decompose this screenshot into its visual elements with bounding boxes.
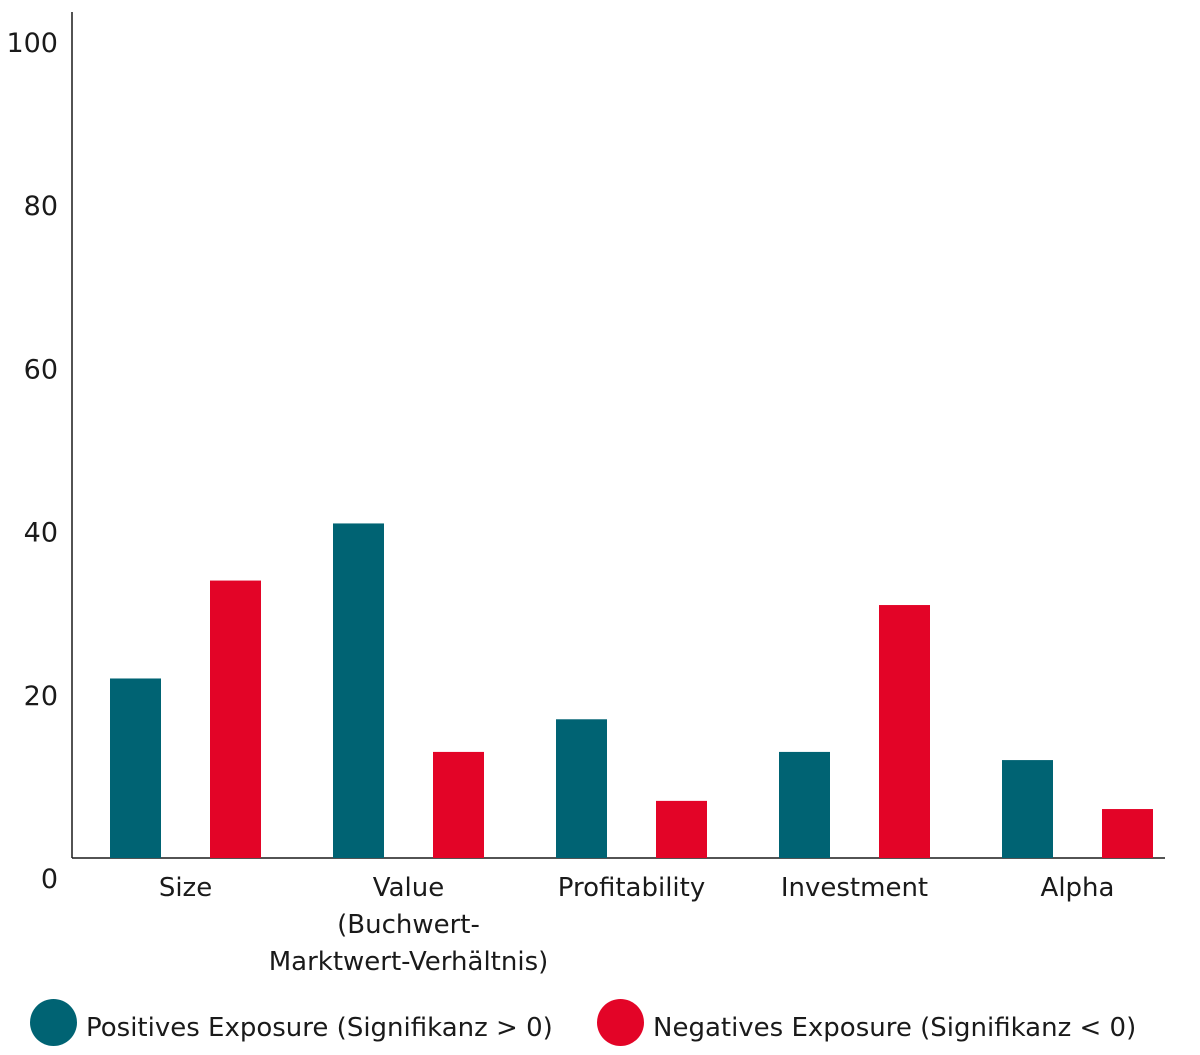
bar-positive-2 (556, 719, 607, 858)
bar-negative-0 (210, 580, 261, 858)
bar-positive-0 (110, 678, 161, 858)
y-tick-label: 20 (24, 681, 58, 712)
x-category-label: Marktwert-Verhältnis) (269, 947, 549, 977)
bar-positive-3 (779, 751, 830, 858)
x-category-label: Value (373, 873, 444, 903)
legend-label-positive: Positives Exposure (Signifikanz > 0) (86, 1013, 553, 1043)
legend-swatch-positive (30, 999, 77, 1046)
legend: Positives Exposure (Signifikanz > 0) Neg… (30, 995, 1190, 1050)
x-category-label: Profitability (558, 873, 706, 903)
y-tick-label: 40 (24, 518, 58, 549)
bar-negative-2 (656, 800, 707, 858)
bar-negative-1 (433, 751, 484, 858)
x-category-label: (Buchwert- (337, 910, 480, 940)
bar-positive-4 (1002, 760, 1053, 858)
legend-label-negative: Negatives Exposure (Signifikanz < 0) (653, 1013, 1137, 1043)
bar-chart-plot: 0 20 40 60 80 100 Size Value (Buchwert- Marktwert… (6, 12, 1165, 977)
legend-swatch-negative (597, 999, 644, 1046)
y-tick-label: 60 (24, 354, 58, 385)
x-category-label: Investment (781, 873, 928, 903)
x-category-label: Alpha (1041, 873, 1115, 903)
bar-negative-3 (879, 605, 930, 858)
y-tick-label: 0 (41, 864, 58, 895)
y-tick-label: 80 (24, 191, 58, 222)
y-tick-label: 100 (6, 28, 58, 59)
x-category-label: Size (159, 873, 212, 903)
bar-positive-1 (333, 523, 384, 858)
bar-negative-4 (1102, 809, 1153, 858)
